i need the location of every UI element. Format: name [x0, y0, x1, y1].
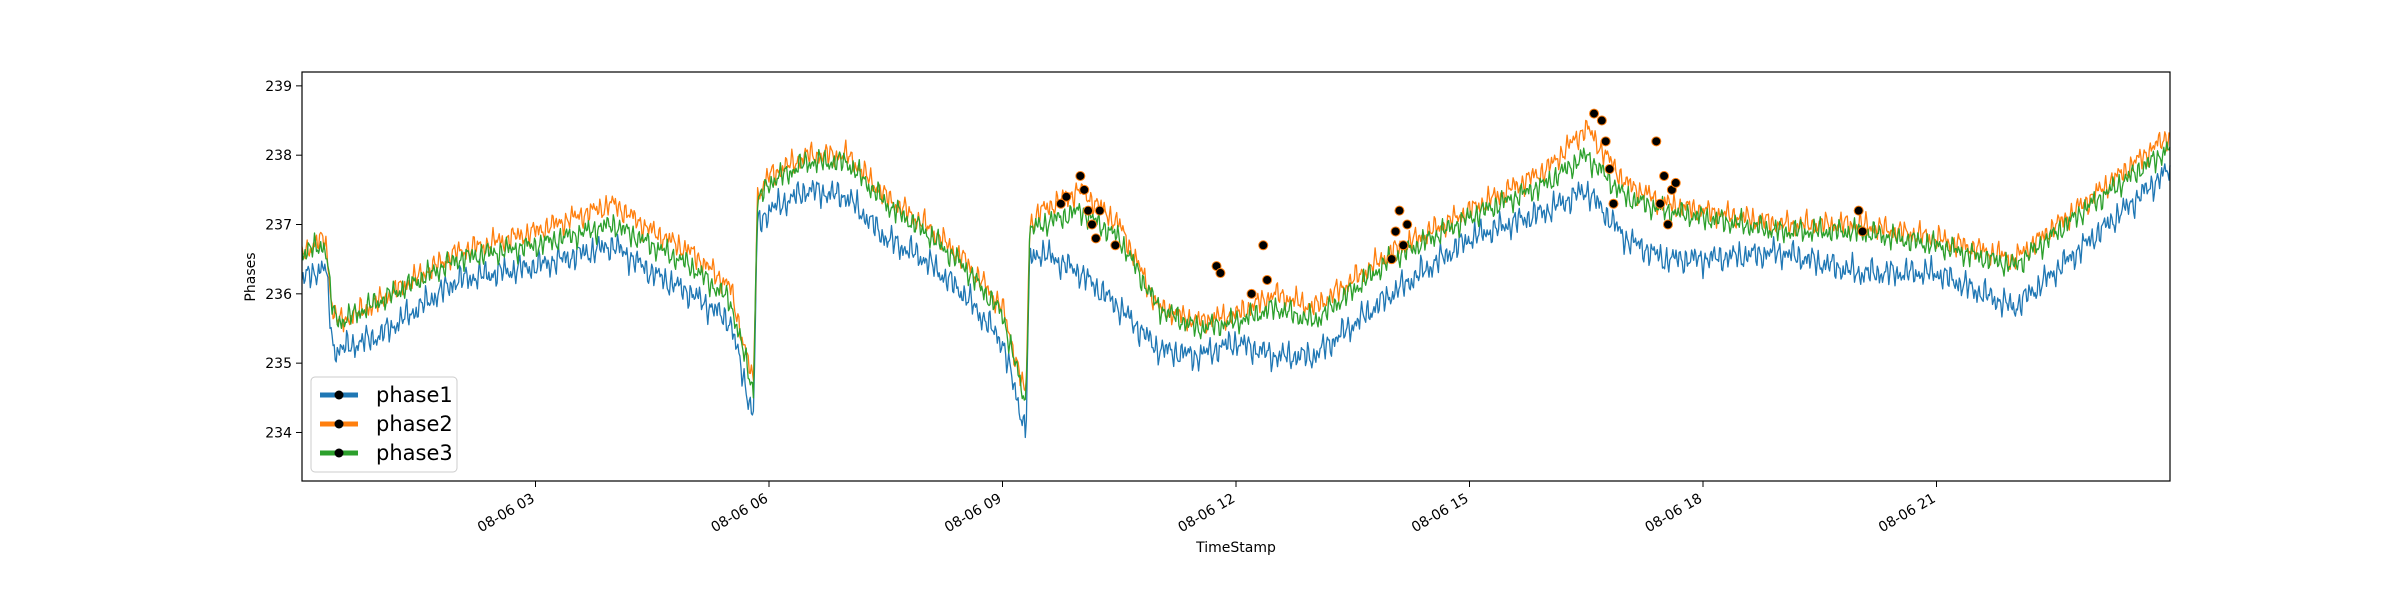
anomaly-marker [1079, 184, 1090, 195]
anomaly-marker [1655, 198, 1666, 209]
y-tick-label: 238 [265, 148, 292, 164]
x-axis-ticks: 08-06 03 08-06 06 08-06 09 08-06 12 08-06 15… [475, 481, 1939, 536]
legend-item-phase2: phase2 [320, 412, 453, 436]
x-tick-label: 08-06 12 [1175, 491, 1238, 536]
anomaly-marker [1608, 198, 1619, 209]
anomaly-marker [1215, 268, 1226, 279]
anomaly-marker [1094, 205, 1105, 216]
y-tick-label: 239 [265, 79, 292, 95]
anomaly-marker [1398, 240, 1409, 251]
y-tick-label: 237 [265, 218, 292, 234]
anomaly-marker [1394, 205, 1405, 216]
legend-box [310, 376, 458, 473]
anomaly-marker [1662, 219, 1673, 230]
anomaly-marker [1055, 198, 1066, 209]
x-axis-label: TimeStamp [1195, 540, 1276, 556]
anomaly-marker [1596, 115, 1607, 126]
anomaly-marker [1600, 136, 1611, 147]
x-tick-label: 08-06 06 [708, 491, 771, 536]
x-tick-label: 08-06 21 [1876, 491, 1939, 536]
legend-label: phase2 [376, 412, 453, 436]
y-tick-label: 236 [265, 287, 292, 303]
anomaly-marker [1604, 164, 1615, 175]
anomaly-marker [1061, 191, 1072, 202]
anomaly-markers [1055, 108, 1868, 299]
anomaly-marker [1075, 170, 1086, 181]
anomaly-marker [1262, 274, 1273, 285]
anomaly-marker [1853, 205, 1864, 216]
legend-item-phase3: phase3 [320, 441, 453, 465]
anomaly-marker [1402, 219, 1413, 230]
anomaly-marker [1390, 226, 1401, 237]
anomaly-marker [1589, 108, 1600, 119]
anomaly-marker [1087, 219, 1098, 230]
y-axis-ticks: 234 235 236 237 238 239 [265, 79, 302, 441]
x-tick-label: 08-06 15 [1409, 491, 1472, 536]
anomaly-marker [1083, 205, 1094, 216]
anomaly-marker [1651, 136, 1662, 147]
x-tick-label: 08-06 18 [1642, 491, 1705, 536]
legend-marker [334, 390, 344, 400]
legend: phase1 phase2 phase3 [310, 376, 458, 473]
y-tick-label: 234 [265, 425, 292, 441]
anomaly-marker [1659, 170, 1670, 181]
legend-marker [334, 419, 344, 429]
y-tick-label: 235 [265, 356, 292, 372]
anomaly-marker [1246, 288, 1257, 299]
anomaly-marker [1110, 240, 1121, 251]
anomaly-marker [1670, 177, 1681, 188]
x-tick-label: 08-06 09 [942, 491, 1005, 536]
anomaly-marker [1857, 226, 1868, 237]
series-line-phase3 [301, 141, 2171, 401]
anomaly-marker [1258, 240, 1269, 251]
anomaly-marker [1090, 233, 1101, 244]
legend-marker [334, 448, 344, 458]
y-axis-label: Phases [243, 252, 259, 301]
legend-item-phase1: phase1 [320, 383, 453, 407]
series-line-phase1 [301, 163, 2171, 439]
legend-label: phase3 [376, 441, 453, 465]
series-lines [301, 119, 2171, 439]
plot-area-frame [301, 71, 2171, 482]
x-tick-label: 08-06 03 [475, 491, 538, 536]
anomaly-marker [1386, 254, 1397, 265]
legend-label: phase1 [376, 383, 453, 407]
